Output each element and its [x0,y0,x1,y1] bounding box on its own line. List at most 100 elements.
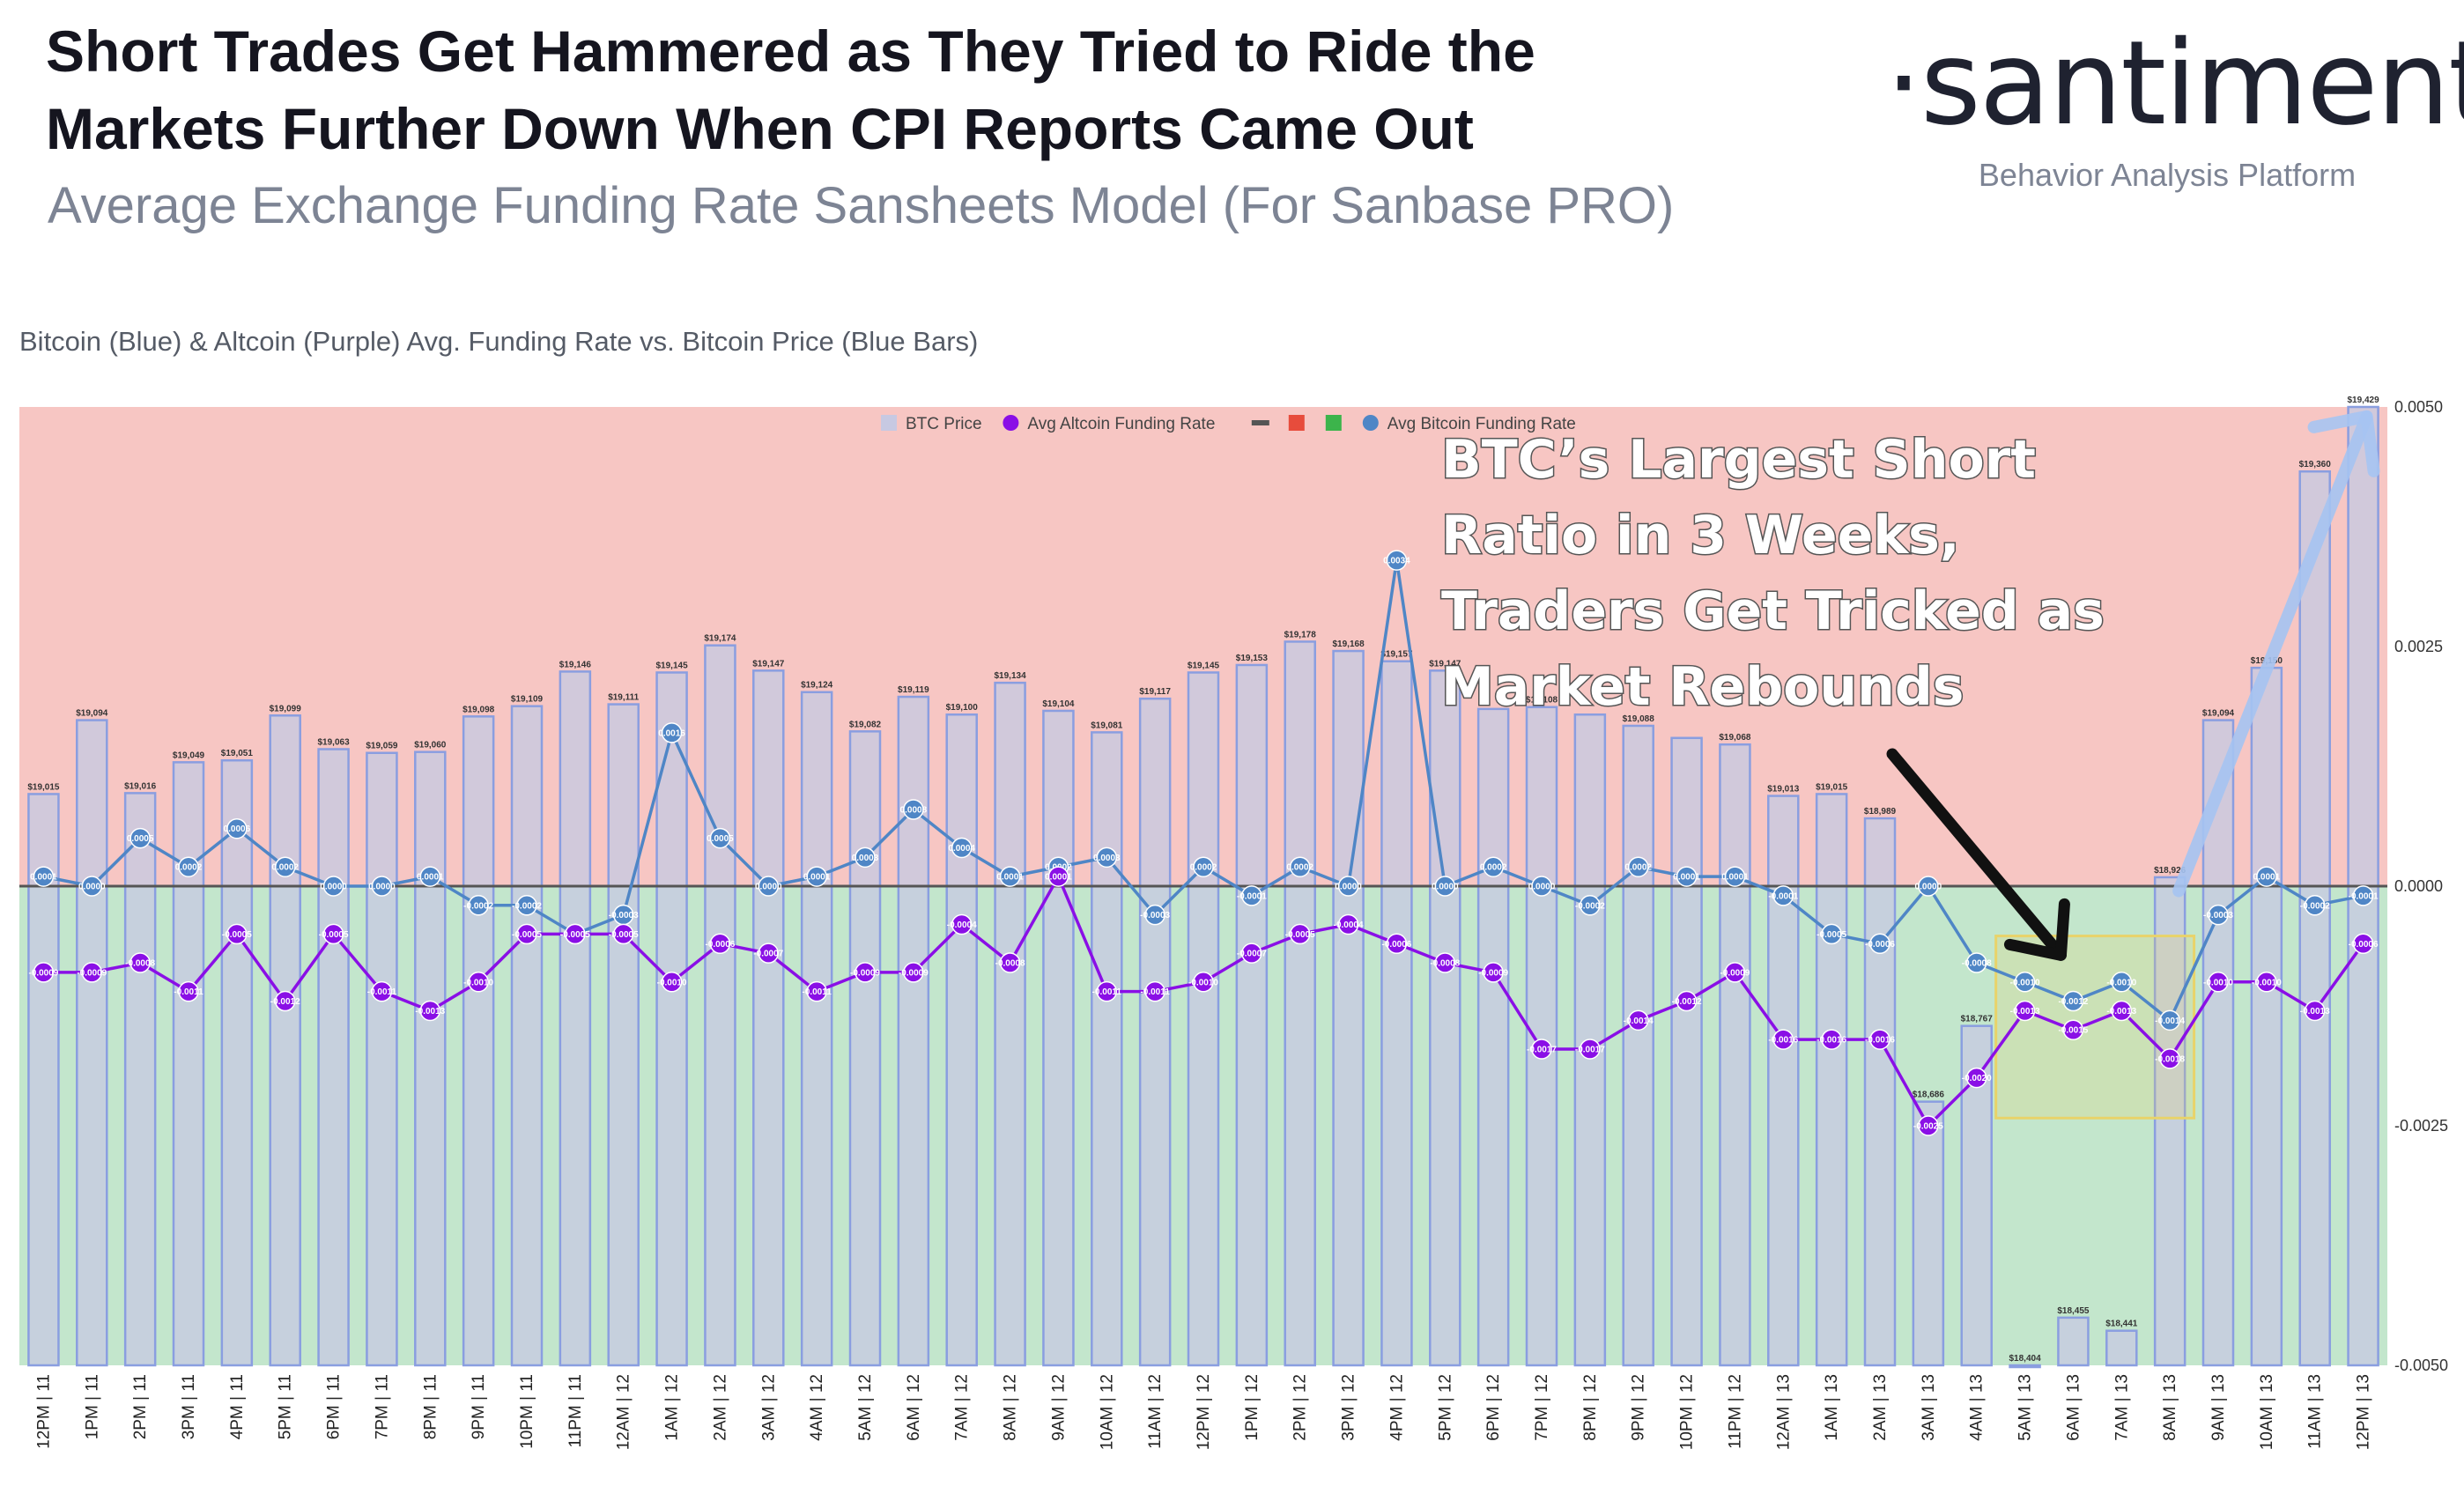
x-tick-label: 2PM | 11 [131,1374,150,1439]
x-tick-label: 5AM | 13 [2016,1374,2035,1441]
bitcoin-funding-point [178,856,199,877]
x-tick-label: 7AM | 12 [953,1374,972,1441]
altcoin-funding-point-label: -0.0005 [609,930,639,940]
altcoin-funding-point-label: 0.0001 [1045,873,1072,883]
price-bar-label: $19,145 [1188,661,1220,670]
bitcoin-funding-point [2014,972,2036,993]
x-tick-label: 11AM | 13 [2306,1374,2325,1449]
price-bar [1912,1100,1945,1367]
bitcoin-funding-point [1580,895,1601,916]
bitcoin-funding-point-label: 0.0002 [1480,863,1507,873]
altcoin-funding-point-label: -0.0009 [28,968,58,978]
x-tick-label: 2AM | 12 [711,1374,729,1441]
altcoin-funding-point-label: -0.0016 [1817,1036,1846,1046]
altcoin-funding-point-label: -0.0018 [2155,1054,2185,1064]
price-bar [366,751,398,1367]
price-bar-label: $19,049 [173,750,205,760]
x-axis: 12PM | 11 1PM | 11 2PM | 11 3PM | 11 4PM | 1… [34,1374,2372,1450]
altcoin-funding-point [2014,1000,2036,1022]
price-bar-label: $18,989 [1864,807,1897,817]
x-tick-label: 1AM | 13 [1823,1374,1841,1441]
altcoin-funding-point-label: -0.0013 [2010,1007,2040,1017]
x-tick-label: 3AM | 12 [759,1374,778,1441]
bitcoin-funding-point-label: 0.0001 [30,873,57,883]
annotation-text: BTC’s Largest Short Ratio in 3 Weeks, Trad… [1441,429,2105,718]
bitcoin-funding-point-label: 0.0034 [1383,557,1410,566]
bitcoin-funding-point-label: 0.0016 [658,728,685,738]
altcoin-funding-point [419,1000,441,1022]
altcoin-funding-point [1676,990,1698,1012]
bitcoin-funding-point-label: 0.0000 [78,883,106,892]
altcoin-funding-point-label: -0.0005 [319,930,349,940]
bitcoin-funding-point [2352,885,2374,906]
annotation-line: Traders Get Tricked as [1441,580,2105,642]
x-tick-label: 9AM | 12 [1049,1374,1068,1441]
bitcoin-funding-point [1676,866,1698,887]
bitcoin-funding-point-label: 0.0000 [1335,883,1362,892]
altcoin-funding-point [2062,1019,2084,1040]
price-bar-label: $19,429 [2347,396,2379,405]
x-tick-label: 8PM | 12 [1581,1374,1600,1441]
legend-bitcoin-funding-label: Avg Bitcoin Funding Rate [1387,415,1576,433]
altcoin-funding-point-label: -0.0014 [1624,1017,1654,1026]
price-bar [462,715,495,1367]
bitcoin-funding-point-label: 0.0001 [417,873,444,883]
x-tick-label: 7PM | 11 [373,1374,391,1439]
x-tick-label: 12PM | 11 [34,1374,53,1449]
altcoin-funding-point [322,923,344,945]
price-bar-label: $19,063 [317,737,350,747]
bitcoin-funding-point [2159,1009,2180,1031]
altcoin-funding-point [2256,972,2277,993]
trend-arrow-shaft [2172,410,2373,898]
price-bar [800,691,833,1367]
bitcoin-funding-point-label: -0.0003 [1140,911,1170,920]
price-bar [317,748,350,1367]
altcoin-funding-point [1386,933,1408,955]
bitcoin-funding-point-label: 0.0000 [1528,883,1556,892]
x-tick-label: 2AM | 13 [1871,1374,1890,1441]
price-bar-label: $19,147 [1429,659,1461,669]
price-bar [2105,1329,2138,1367]
price-bar-label: $19,068 [1719,733,1751,743]
price-bar-label: $19,168 [1332,639,1365,649]
x-tick-label: 12PM | 12 [1195,1374,1213,1450]
altcoin-funding-point [1580,1039,1601,1060]
bitcoin-funding-point [1627,856,1649,877]
price-bar-label: $19,094 [2202,709,2235,719]
price-bar [1525,706,1558,1367]
price-bar [123,792,157,1367]
bitcoin-funding-point [2304,895,2326,916]
altcoin-funding-point-label: -0.0008 [125,959,155,969]
annotation-arrow [1886,748,2070,961]
x-tick-label: 3AM | 13 [1920,1374,1938,1441]
price-bar-label: $19,081 [1091,721,1123,730]
bitcoin-funding-point-label: 0.0005 [707,834,734,844]
x-tick-label: 9PM | 12 [1630,1374,1648,1441]
bitcoin-funding-point-label: -0.0002 [2300,901,2330,911]
bitcoin-funding-point-label: -0.0001 [2349,891,2379,901]
price-bar [2009,1364,2041,1369]
bitcoin-funding-point [1965,952,1987,973]
legend-btc-price-swatch [881,415,897,431]
bitcoin-funding-point [855,847,876,869]
price-bar [269,714,301,1367]
bitcoin-funding-point-label: 0.0001 [1721,873,1749,883]
bitcoin-funding-point [1531,876,1552,897]
bitcoin-funding-point-label: -0.0001 [1768,891,1798,901]
bitcoin-funding-point [1193,856,1214,877]
bitcoin-funding-point-label: 0.0003 [852,854,879,863]
bitcoin-funding-point [1918,876,1939,897]
bitcoin-funding-point [1821,923,1842,945]
bitcoin-funding-point [1241,885,1262,906]
altcoin-funding-point-label: -0.0016 [1768,1036,1798,1046]
price-bar [1429,669,1461,1367]
price-bar-label: $18,926 [2154,866,2187,876]
price-bar-label: $19,146 [559,660,592,669]
bitcoin-funding-point-label: 0.0002 [175,863,203,873]
altcoin-funding-point-label: -0.0010 [1188,978,1218,987]
altcoin-funding-point [1724,962,1746,983]
x-tick-label: 8AM | 12 [1002,1374,1020,1441]
price-bar [510,705,544,1367]
y-axis-right: 0.0050 0.0025 0.0000 -0.0025 -0.0050 [2394,398,2448,1374]
bitcoin-funding-point [2256,866,2277,887]
